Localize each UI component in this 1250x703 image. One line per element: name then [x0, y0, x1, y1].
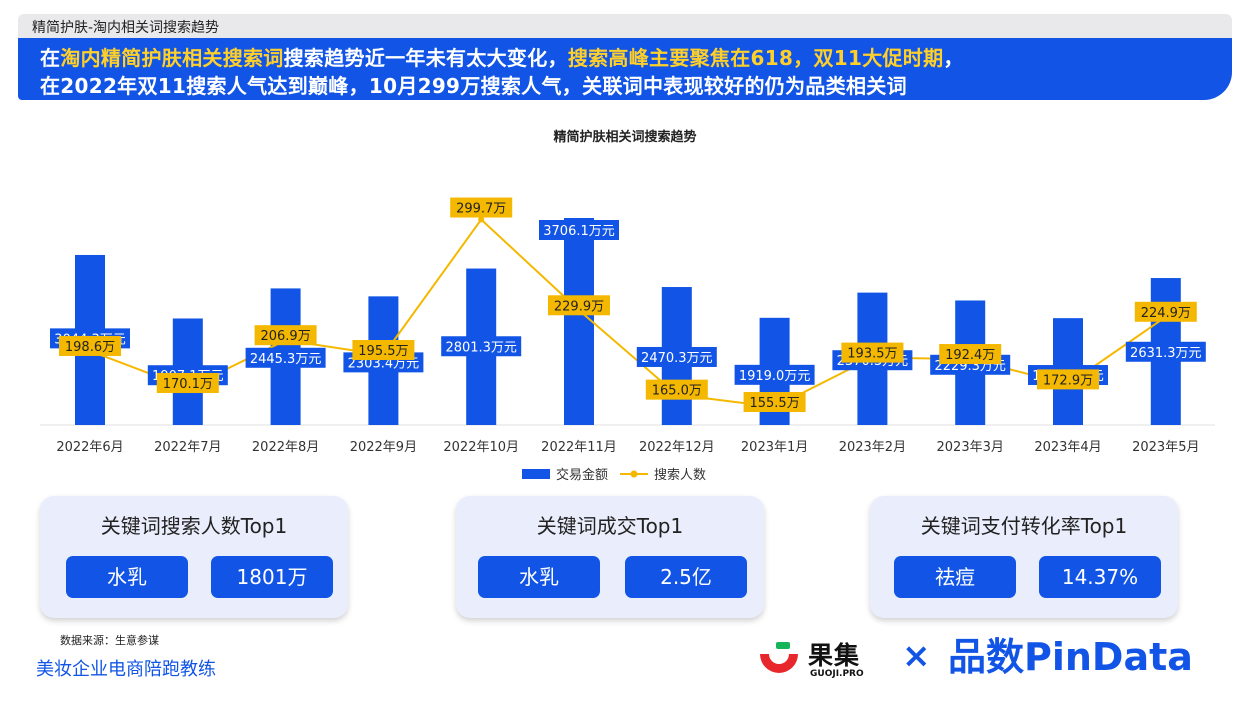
- card-value: 2.5亿: [625, 556, 747, 598]
- card-search-top1: 关键词搜索人数Top1 水乳 1801万: [40, 496, 348, 618]
- bar-value-label: 2470.3万元: [641, 351, 713, 366]
- card-title: 关键词搜索人数Top1: [100, 514, 288, 538]
- x-tick-label: 2022年8月: [252, 440, 319, 455]
- line-value-label: 170.1万: [163, 377, 213, 392]
- line-label-bg: [156, 373, 219, 394]
- bar-label-bg: [441, 336, 522, 357]
- bar-value-label: 2631.3万元: [1130, 346, 1202, 361]
- bar-label-bg: [1125, 341, 1206, 362]
- bar-label-bg: [245, 347, 326, 368]
- line-label-bg: [939, 344, 1002, 365]
- x-tick-label: 2023年3月: [937, 440, 1004, 455]
- bar-label-bg: [636, 346, 717, 367]
- card-value: 1801万: [211, 556, 333, 598]
- line-value-label: 172.9万: [1043, 373, 1093, 388]
- legend-bar-label: 交易金额: [556, 467, 608, 483]
- line-value-label: 299.7万: [456, 202, 506, 217]
- line-label-bg: [743, 392, 806, 412]
- bar-value-label: 2445.3万元: [250, 352, 322, 367]
- card-deal-top1: 关键词成交Top1 水乳 2.5亿: [456, 496, 764, 618]
- header-line-2: 在2022年双11搜索人气达到巅峰，10月299万搜索人气，关联词中表现较好的仍…: [40, 74, 907, 98]
- line-label-bg: [841, 342, 904, 363]
- line-label-bg: [1037, 369, 1099, 390]
- x-tick-label: 2022年10月: [443, 440, 519, 455]
- line-value-label: 206.9万: [260, 329, 310, 344]
- chart: 3044.3万元1907.1万元2445.3万元2303.4万元2801.3万元…: [40, 197, 1215, 483]
- x-tick-label: 2023年1月: [741, 440, 808, 455]
- line-point: [478, 216, 485, 223]
- card-keyword: 水乳: [478, 556, 600, 598]
- guoji-logo-icon: [760, 642, 798, 673]
- line-value-label: 155.5万: [749, 396, 799, 411]
- x-tick-label: 2023年2月: [839, 440, 906, 455]
- x-tick-label: 2022年9月: [350, 440, 417, 455]
- x-tick-label: 2023年5月: [1132, 440, 1199, 455]
- header-banner: 在淘内精简护肤相关搜索词搜索趋势近一年未有太大变化，搜索高峰主要聚焦在618，双…: [18, 38, 1232, 100]
- header-text: 在: [40, 46, 61, 70]
- card-title: 关键词成交Top1: [536, 514, 684, 538]
- line-label-bg: [59, 335, 121, 356]
- card-value: 14.37%: [1039, 556, 1161, 598]
- guoji-logo-sub: GUOJI.PRO: [810, 669, 864, 679]
- card-keyword: 祛痘: [894, 556, 1016, 598]
- x-tick-label: 2023年4月: [1034, 440, 1101, 455]
- data-source: 数据来源：生意参谋: [60, 634, 159, 647]
- bar-label-bg: [539, 220, 619, 240]
- line-value-label: 192.4万: [945, 348, 995, 363]
- line-label-bg: [645, 379, 708, 400]
- x-tick-label: 2022年12月: [639, 440, 715, 455]
- bar-value-label: 2801.3万元: [445, 340, 517, 355]
- line-value-label: 229.9万: [554, 299, 604, 314]
- pindata-logo-text: 品数PinData: [948, 635, 1193, 679]
- legend-bar-swatch: [522, 469, 550, 479]
- x-tick-label: 2022年11月: [541, 440, 617, 455]
- line-label-bg: [1134, 301, 1197, 322]
- line-label-bg: [450, 197, 513, 218]
- bar-value-label: 3706.1万元: [543, 224, 615, 239]
- bar-label-bg: [734, 364, 815, 385]
- header-highlight-text: 搜索高峰主要聚焦在618，双11大促时期: [567, 46, 944, 70]
- times-sign: ×: [902, 636, 931, 676]
- card-keyword: 水乳: [66, 556, 188, 598]
- x-tick-label: 2022年7月: [154, 440, 221, 455]
- chart-title: 精简护肤相关词搜索趋势: [553, 130, 697, 145]
- line-value-label: 195.5万: [358, 344, 408, 359]
- line-value-label: 224.9万: [1141, 306, 1191, 321]
- legend-line-label: 搜索人数: [654, 468, 706, 483]
- line-label-bg: [352, 340, 415, 360]
- guoji-logo-text: 果集: [808, 641, 861, 670]
- header-tab-label: 精简护肤-淘内相关词搜索趋势: [32, 20, 220, 36]
- header-highlight-text: 淘内精简护肤相关搜索词: [60, 46, 284, 70]
- card-title: 关键词支付转化率Top1: [920, 514, 1128, 538]
- header-text: 搜索趋势近一年未有太大变化，: [283, 46, 568, 70]
- header-line-1: 在淘内精简护肤相关搜索词搜索趋势近一年未有太大变化，搜索高峰主要聚焦在618，双…: [40, 42, 964, 71]
- line-label-bg: [548, 295, 610, 316]
- line-label-bg: [254, 325, 317, 346]
- line-value-label: 193.5万: [847, 347, 897, 362]
- logo-group: 果集 GUOJI.PRO × 品数PinData: [758, 636, 1228, 682]
- header-tab: 精简护肤-淘内相关词搜索趋势: [18, 14, 1232, 38]
- line-value-label: 198.6万: [65, 340, 115, 355]
- series-line: [89, 218, 1167, 409]
- line-value-label: 165.0万: [652, 384, 702, 399]
- card-conversion-top1: 关键词支付转化率Top1 祛痘 14.37%: [870, 496, 1178, 618]
- bar: [564, 218, 594, 425]
- bar-value-label: 1919.0万元: [739, 369, 811, 384]
- x-tick-label: 2022年6月: [56, 440, 123, 455]
- header-text: ，: [943, 46, 964, 70]
- bar-value-label: 2303.4万元: [348, 356, 420, 371]
- slogan: 美妆企业电商陪跑教练: [36, 659, 216, 680]
- legend-line-marker: [630, 470, 638, 478]
